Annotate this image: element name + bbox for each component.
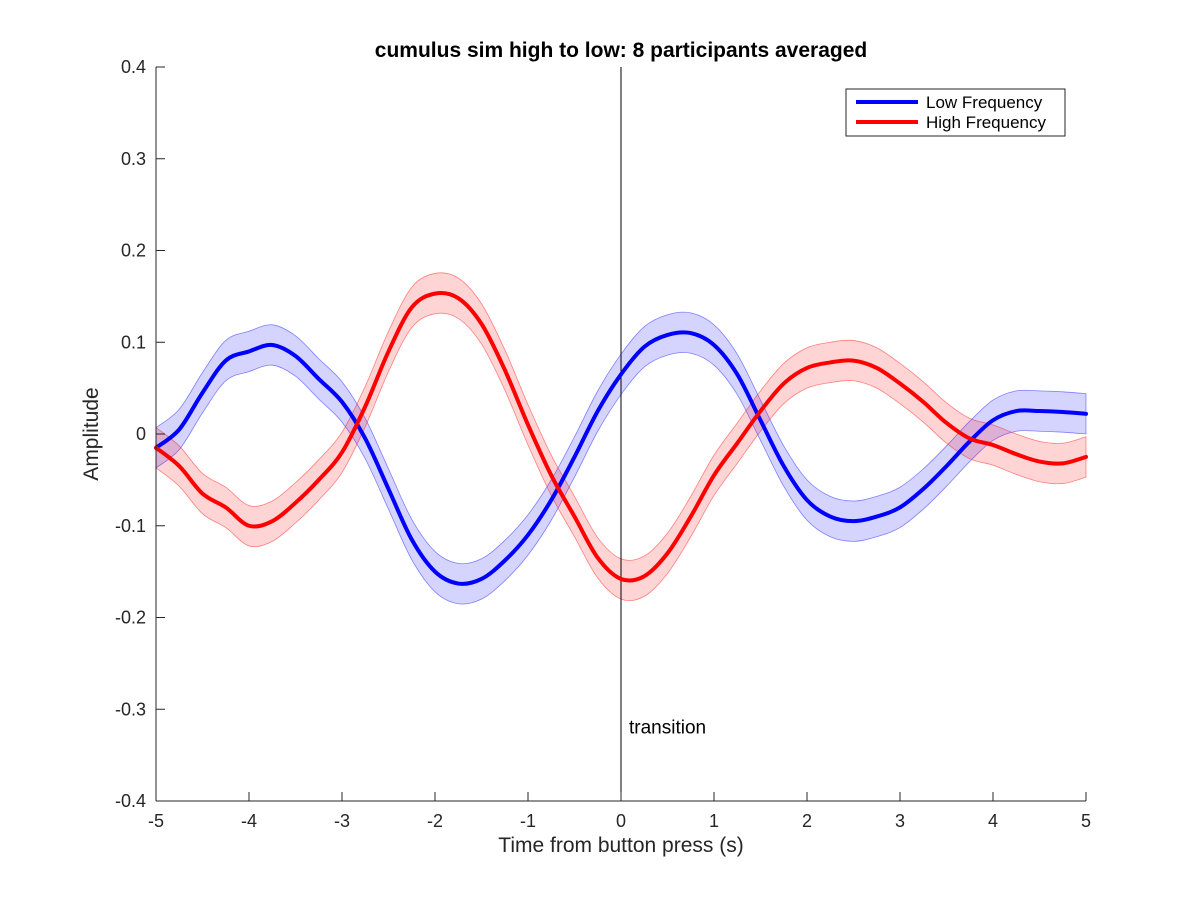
x-tick-label: 1 (709, 811, 719, 831)
y-tick-label: 0.4 (121, 57, 146, 77)
legend: Low Frequency High Frequency (845, 88, 1066, 137)
chart-title: cumulus sim high to low: 8 participants … (375, 39, 867, 62)
series-line-high-frequency (154, 290, 1088, 583)
x-tick-label: 5 (1081, 811, 1091, 831)
y-tick-label: 0.3 (121, 149, 146, 169)
y-tick-label: 0.2 (121, 241, 146, 261)
y-tick-label: -0.1 (115, 516, 146, 536)
x-tick-label: 3 (895, 811, 905, 831)
y-tick-label: 0.1 (121, 332, 146, 352)
x-tick-label: -3 (334, 811, 350, 831)
x-tick-label: -5 (148, 811, 164, 831)
y-tick-label: 0 (136, 424, 146, 444)
x-axis-label: Time from button press (s) (498, 834, 743, 857)
y-axis-label: Amplitude (80, 387, 103, 480)
series-lines (154, 290, 1088, 586)
y-tick-label: -0.3 (115, 699, 146, 719)
y-ticks: -0.4 -0.3 -0.2 -0.1 0 0.1 0.2 0.3 0.4 (115, 57, 165, 811)
x-tick-label: -1 (520, 811, 536, 831)
x-tick-label: 4 (988, 811, 998, 831)
legend-box (845, 88, 1066, 137)
y-tick-label: -0.2 (115, 608, 146, 628)
x-ticks: -5 -4 -3 -2 -1 0 1 2 3 4 5 (148, 792, 1091, 831)
legend-label-low-frequency: Low Frequency (926, 93, 1043, 112)
x-tick-label: -4 (241, 811, 257, 831)
legend-label-high-frequency: High Frequency (926, 113, 1047, 132)
x-tick-label: -2 (427, 811, 443, 831)
band-low-frequency (155, 311, 1087, 605)
y-tick-label: -0.4 (115, 791, 146, 811)
transition-annotation: transition (629, 718, 706, 739)
x-tick-label: 2 (802, 811, 812, 831)
series-line-low-frequency (154, 330, 1088, 586)
x-tick-label: 0 (616, 811, 626, 831)
